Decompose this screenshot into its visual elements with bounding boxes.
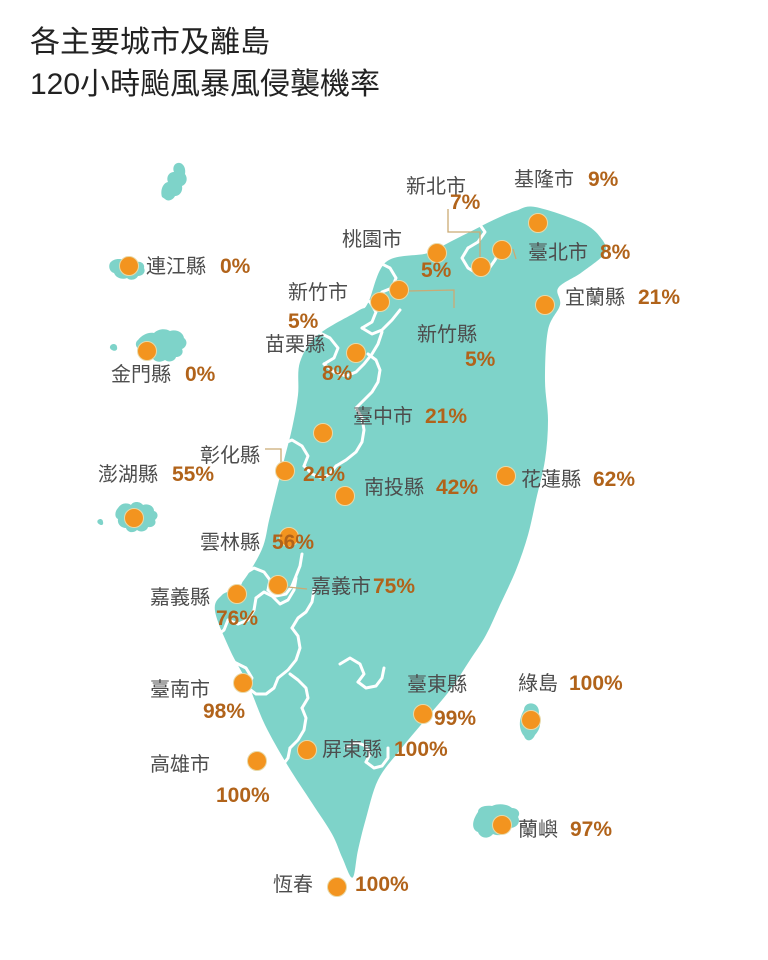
svg-text:新竹市: 新竹市 (288, 281, 348, 304)
svg-text:高雄市: 高雄市 (150, 753, 210, 776)
svg-text:7%: 7% (450, 191, 481, 214)
svg-text:連江縣: 連江縣 (146, 255, 206, 278)
svg-text:臺南市: 臺南市 (150, 678, 210, 701)
svg-text:99%: 99% (434, 707, 476, 730)
svg-text:桃園市: 桃園市 (342, 228, 402, 251)
svg-text:臺北市: 臺北市 (528, 241, 588, 264)
svg-text:21%: 21% (638, 286, 680, 309)
svg-text:21%: 21% (425, 405, 467, 428)
svg-text:5%: 5% (288, 310, 319, 333)
svg-text:75%: 75% (373, 575, 415, 598)
svg-text:金門縣: 金門縣 (111, 363, 171, 386)
svg-text:100%: 100% (216, 784, 270, 807)
svg-text:花蓮縣: 花蓮縣 (521, 468, 581, 491)
svg-text:5%: 5% (421, 259, 452, 282)
svg-text:臺東縣: 臺東縣 (407, 673, 467, 696)
svg-text:55%: 55% (172, 463, 214, 486)
svg-text:澎湖縣: 澎湖縣 (98, 463, 158, 486)
svg-text:62%: 62% (593, 468, 635, 491)
svg-text:24%: 24% (303, 463, 345, 486)
svg-text:基隆市: 基隆市 (514, 168, 574, 191)
svg-text:9%: 9% (588, 168, 619, 191)
svg-text:嘉義市: 嘉義市 (311, 575, 371, 598)
svg-text:南投縣: 南投縣 (364, 476, 424, 499)
svg-text:97%: 97% (570, 818, 612, 841)
svg-text:屏東縣: 屏東縣 (322, 738, 382, 761)
svg-text:蘭嶼: 蘭嶼 (518, 818, 558, 841)
svg-text:5%: 5% (465, 348, 496, 371)
svg-text:0%: 0% (220, 255, 251, 278)
svg-text:100%: 100% (394, 738, 448, 761)
svg-text:綠島: 綠島 (518, 672, 558, 695)
svg-text:0%: 0% (185, 363, 216, 386)
svg-text:8%: 8% (600, 241, 631, 264)
svg-text:76%: 76% (216, 607, 258, 630)
svg-text:新竹縣: 新竹縣 (417, 323, 477, 346)
svg-text:雲林縣: 雲林縣 (200, 531, 260, 554)
svg-text:臺中市: 臺中市 (353, 405, 413, 428)
svg-text:恆春: 恆春 (273, 873, 313, 896)
svg-text:56%: 56% (272, 531, 314, 554)
svg-text:苗栗縣: 苗栗縣 (265, 333, 325, 356)
svg-text:98%: 98% (203, 700, 245, 723)
svg-text:100%: 100% (569, 672, 623, 695)
svg-text:嘉義縣: 嘉義縣 (150, 586, 210, 609)
svg-text:100%: 100% (355, 873, 409, 896)
svg-text:8%: 8% (322, 362, 353, 385)
svg-text:宜蘭縣: 宜蘭縣 (565, 286, 625, 309)
svg-text:42%: 42% (436, 476, 478, 499)
